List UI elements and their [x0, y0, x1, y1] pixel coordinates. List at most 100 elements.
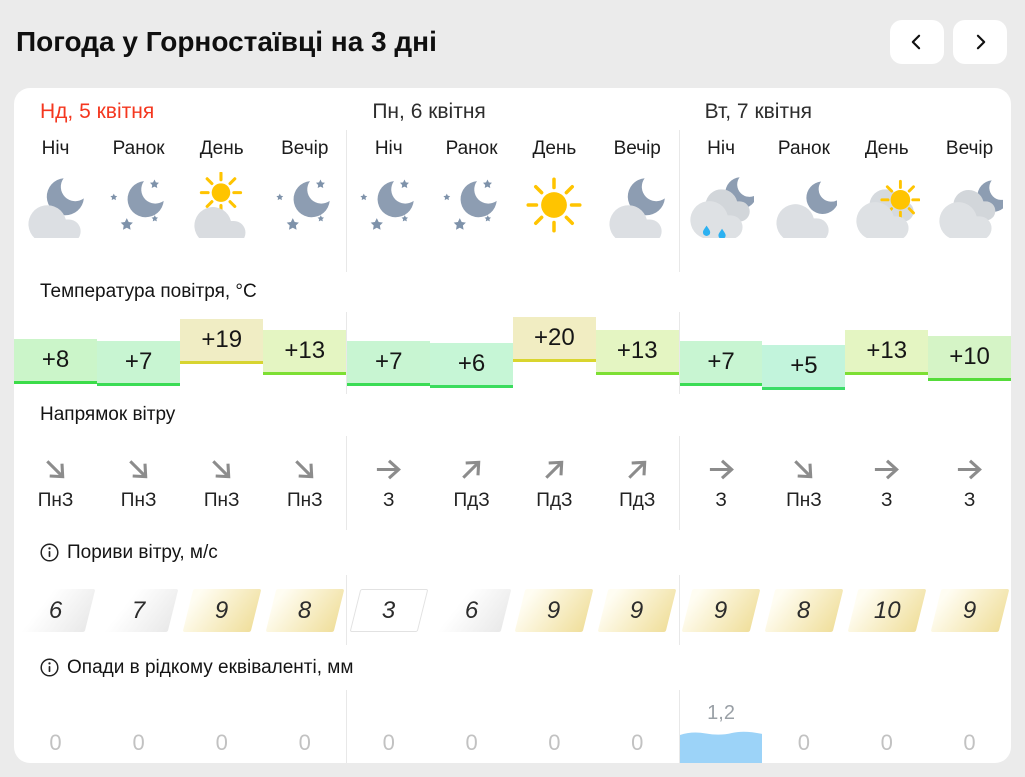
period-labels-row: Ніч Ранок День Вечір Ніч Ранок День Вечір Ніч Ран…: [14, 130, 1011, 168]
precipitation-row: 0 0 0 0 0 0 0 0 1,2 0 0 0: [14, 690, 1011, 763]
wind-direction-section-label: Напрямок вітру: [14, 404, 176, 426]
wind-direction-label: З: [715, 489, 727, 511]
temperature-cell: +7: [97, 312, 181, 394]
weather-icons-row: [14, 168, 1011, 272]
gust-cell: 9: [180, 575, 263, 645]
wind-direction-label: З: [880, 489, 893, 511]
wind-arrow-e-icon: [955, 455, 984, 484]
day-header-row: Нд, 5 квітня Пн, 6 квітня Вт, 7 квітня: [14, 88, 1011, 130]
precip-value: 0: [215, 730, 228, 755]
wind-direction-label: ПдЗ: [619, 489, 656, 511]
wind-arrow-ne-icon: [617, 448, 658, 489]
day-title-sunday: Нд, 5 квітня: [40, 100, 155, 123]
wind-arrow-se-icon: [118, 448, 159, 489]
wind-direction-label: ПнЗ: [203, 489, 240, 511]
wind-arrow-e-icon: [707, 455, 736, 484]
cloud-moon-2-icon: [762, 168, 845, 272]
gust-value-badge: 7: [99, 588, 178, 632]
precip-cell: 0: [928, 690, 1011, 763]
wind-cell: ПнЗ: [97, 436, 180, 530]
page-title: Погода у Горностаївці на 3 дні: [16, 26, 437, 57]
precip-value: 0: [382, 730, 395, 755]
gust-value-badge: 9: [597, 588, 677, 632]
wind-direction-label: ПнЗ: [286, 489, 323, 511]
period-label: День: [532, 138, 577, 159]
period-label: Вечір: [613, 138, 661, 159]
gust-cell: 6: [14, 575, 97, 645]
day-title-tuesday: Вт, 7 квітня: [704, 100, 813, 123]
precip-value: 0: [963, 730, 976, 755]
gust-cell: 9: [596, 575, 679, 645]
precip-cell: 0: [430, 690, 513, 763]
day-title-monday: Пн, 6 квітня: [372, 100, 486, 123]
period-label: Вечір: [281, 138, 329, 159]
moon-stars-icon: [430, 168, 513, 272]
wind-cell: З: [347, 436, 430, 530]
precip-cell: 1,2: [679, 690, 763, 763]
wind-cell: ПдЗ: [430, 436, 513, 530]
temperature-cell: +5: [762, 312, 846, 394]
gust-cell: 10: [845, 575, 928, 645]
precip-cell: 0: [596, 690, 679, 763]
gust-value-badge: 9: [515, 588, 594, 632]
wind-cell: ПнЗ: [263, 436, 346, 530]
temperature-cell: +19: [180, 312, 264, 394]
gust-cell: 6: [430, 575, 513, 645]
gust-value-badge: 6: [432, 588, 511, 632]
precip-cell: 0: [762, 690, 845, 763]
precip-cell: 0: [845, 690, 928, 763]
period-label: Ніч: [41, 138, 70, 159]
wind-gusts-row: 6 7 9 8 3 6 9 9 9 8 10 9: [14, 575, 1011, 645]
cloud-moon-icon: [14, 168, 97, 272]
gust-cell: 8: [762, 575, 845, 645]
temperature-cell: +7: [679, 312, 763, 394]
wind-direction-label: ПнЗ: [120, 489, 157, 511]
wind-cell: З: [680, 436, 763, 530]
wind-gusts-section-label: Пориви вітру, м/с: [67, 541, 218, 563]
period-label: Вечір: [945, 138, 994, 159]
wind-arrow-se-icon: [35, 448, 76, 489]
wind-arrow-ne-icon: [534, 448, 575, 489]
info-icon[interactable]: [40, 658, 59, 677]
precip-value: 0: [465, 730, 478, 755]
gust-value-badge: 3: [349, 588, 429, 632]
wind-direction-label: З: [963, 489, 976, 511]
clouds-moon-rain-icon: [680, 168, 763, 272]
gust-value-badge: 9: [930, 588, 1009, 632]
wind-section-row: Напрямок вітру: [14, 394, 1011, 436]
next-day-button[interactable]: [953, 20, 1007, 64]
wind-cell: ПнЗ: [180, 436, 263, 530]
temperature-section-label: Температура повітря, °C: [14, 281, 257, 303]
gust-cell: 8: [263, 575, 346, 645]
clouds-sun-icon: [845, 168, 928, 272]
gust-value-badge: 10: [847, 588, 927, 632]
gust-value-badge: 8: [265, 588, 345, 632]
wind-cell: ПдЗ: [596, 436, 679, 530]
precip-cell: 0: [97, 690, 180, 763]
clouds-moon-icon: [928, 168, 1011, 272]
temperature-section-row: Температура повітря, °C: [14, 272, 1011, 312]
precip-value: 0: [880, 730, 893, 755]
precip-cell: 0: [347, 690, 430, 763]
temperature-cell: +20: [512, 312, 596, 394]
gusts-section-row: Пориви вітру, м/с: [14, 530, 1011, 575]
gust-cell: 7: [97, 575, 180, 645]
precip-value: 0: [548, 730, 561, 755]
prev-day-button[interactable]: [890, 20, 944, 64]
temperature-cell: +13: [263, 312, 347, 394]
topbar: Погода у Горностаївці на 3 дні: [0, 0, 1025, 72]
wind-cell: ПнЗ: [14, 436, 97, 530]
wind-arrow-se-icon: [201, 448, 242, 489]
precip-cell: 0: [180, 690, 263, 763]
temperature-row: +8 +7 +19 +13 +7 +6 +20 +13 +7 +5 +13 +10: [14, 312, 1011, 394]
info-icon[interactable]: [40, 543, 59, 562]
gust-value-badge: 9: [681, 588, 761, 632]
precip-value: 0: [797, 730, 811, 755]
wind-arrow-se-icon: [783, 448, 824, 489]
wind-direction-label: ПдЗ: [453, 489, 490, 511]
precip-bar: [679, 731, 763, 763]
wind-direction-label: З: [383, 489, 395, 511]
precip-value: 1,2: [707, 702, 735, 724]
temperature-cell: +8: [14, 312, 98, 394]
gust-cell: 9: [928, 575, 1011, 645]
